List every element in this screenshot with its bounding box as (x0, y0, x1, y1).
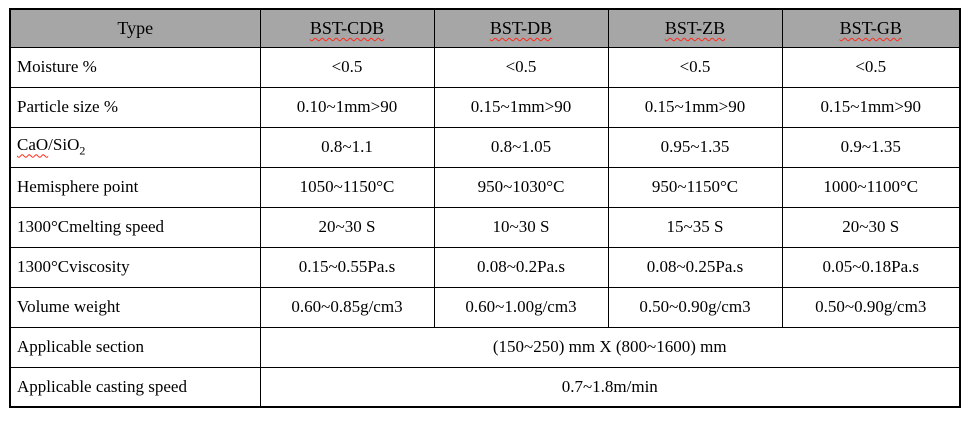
header-label: BST-DB (489, 17, 553, 38)
cell-value: 0.60~0.85g/cm3 (259, 286, 435, 328)
row-label: Applicable section (9, 326, 261, 368)
header-cell-type: Type (9, 8, 261, 48)
cell-value: 950~1150°C (607, 166, 783, 208)
row-label: CaO/SiO2 (9, 126, 261, 168)
header-label: BST-CDB (309, 17, 385, 38)
cell-value: 15~35 S (607, 206, 783, 248)
cell-value: 0.8~1.05 (433, 126, 609, 168)
row-label: 1300°Cviscosity (9, 246, 261, 288)
header-label: BST-ZB (664, 17, 726, 38)
header-cell-bst-cdb: BST-CDB (259, 8, 435, 48)
cell-value: 0.9~1.35 (781, 126, 961, 168)
row-label: Particle size % (9, 86, 261, 128)
cell-value-spanning: (150~250) mm X (800~1600) mm (259, 326, 961, 368)
cell-value: 20~30 S (259, 206, 435, 248)
cell-value: 0.10~1mm>90 (259, 86, 435, 128)
cell-value: 0.95~1.35 (607, 126, 783, 168)
cell-value: 1050~1150°C (259, 166, 435, 208)
row-label: Volume weight (9, 286, 261, 328)
cell-value-spanning: 0.7~1.8m/min (259, 366, 961, 408)
cell-value: 0.15~1mm>90 (433, 86, 609, 128)
cell-value: <0.5 (259, 46, 435, 88)
cell-value: 0.08~0.25Pa.s (607, 246, 783, 288)
table-row-applicable-casting-speed: Applicable casting speed 0.7~1.8m/min (9, 366, 961, 408)
cell-value: <0.5 (781, 46, 961, 88)
row-label: Moisture % (9, 46, 261, 88)
cell-value: 20~30 S (781, 206, 961, 248)
cell-value: 0.15~0.55Pa.s (259, 246, 435, 288)
cell-value: 0.08~0.2Pa.s (433, 246, 609, 288)
cell-value: 0.05~0.18Pa.s (781, 246, 961, 288)
cell-value: 1000~1100°C (781, 166, 961, 208)
cell-value: 0.50~0.90g/cm3 (607, 286, 783, 328)
cell-value: 0.15~1mm>90 (781, 86, 961, 128)
cell-value: 0.50~0.90g/cm3 (781, 286, 961, 328)
table-row-moisture: Moisture % <0.5 <0.5 <0.5 <0.5 (9, 46, 961, 88)
table-row-melting-speed: 1300°Cmelting speed 20~30 S 10~30 S 15~3… (9, 206, 961, 248)
table-row-hemisphere-point: Hemisphere point 1050~1150°C 950~1030°C … (9, 166, 961, 208)
cell-value: <0.5 (607, 46, 783, 88)
cell-value: 950~1030°C (433, 166, 609, 208)
table-row-viscosity: 1300°Cviscosity 0.15~0.55Pa.s 0.08~0.2Pa… (9, 246, 961, 288)
table-header-row: Type BST-CDB BST-DB BST-ZB BST-GB (9, 8, 961, 48)
cell-value: 0.15~1mm>90 (607, 86, 783, 128)
table-row-particle-size: Particle size % 0.10~1mm>90 0.15~1mm>90 … (9, 86, 961, 128)
header-cell-bst-gb: BST-GB (781, 8, 961, 48)
cell-value: <0.5 (433, 46, 609, 88)
cell-value: 10~30 S (433, 206, 609, 248)
table-row-applicable-section: Applicable section (150~250) mm X (800~1… (9, 326, 961, 368)
row-label: Applicable casting speed (9, 366, 261, 408)
cell-value: 0.8~1.1 (259, 126, 435, 168)
row-label: Hemisphere point (9, 166, 261, 208)
header-label: BST-GB (839, 17, 902, 38)
row-label-rest: /SiO (48, 135, 80, 155)
header-cell-bst-db: BST-DB (433, 8, 609, 48)
table-row-cao-sio2: CaO/SiO2 0.8~1.1 0.8~1.05 0.95~1.35 0.9~… (9, 126, 961, 168)
row-label: 1300°Cmelting speed (9, 206, 261, 248)
row-label-squiggled: CaO (17, 135, 49, 155)
table-row-volume-weight: Volume weight 0.60~0.85g/cm3 0.60~1.00g/… (9, 286, 961, 328)
product-spec-table: Type BST-CDB BST-DB BST-ZB BST-GB Moistu… (9, 8, 961, 408)
header-cell-bst-zb: BST-ZB (607, 8, 783, 48)
row-label-subscript: 2 (79, 143, 86, 158)
cell-value: 0.60~1.00g/cm3 (433, 286, 609, 328)
